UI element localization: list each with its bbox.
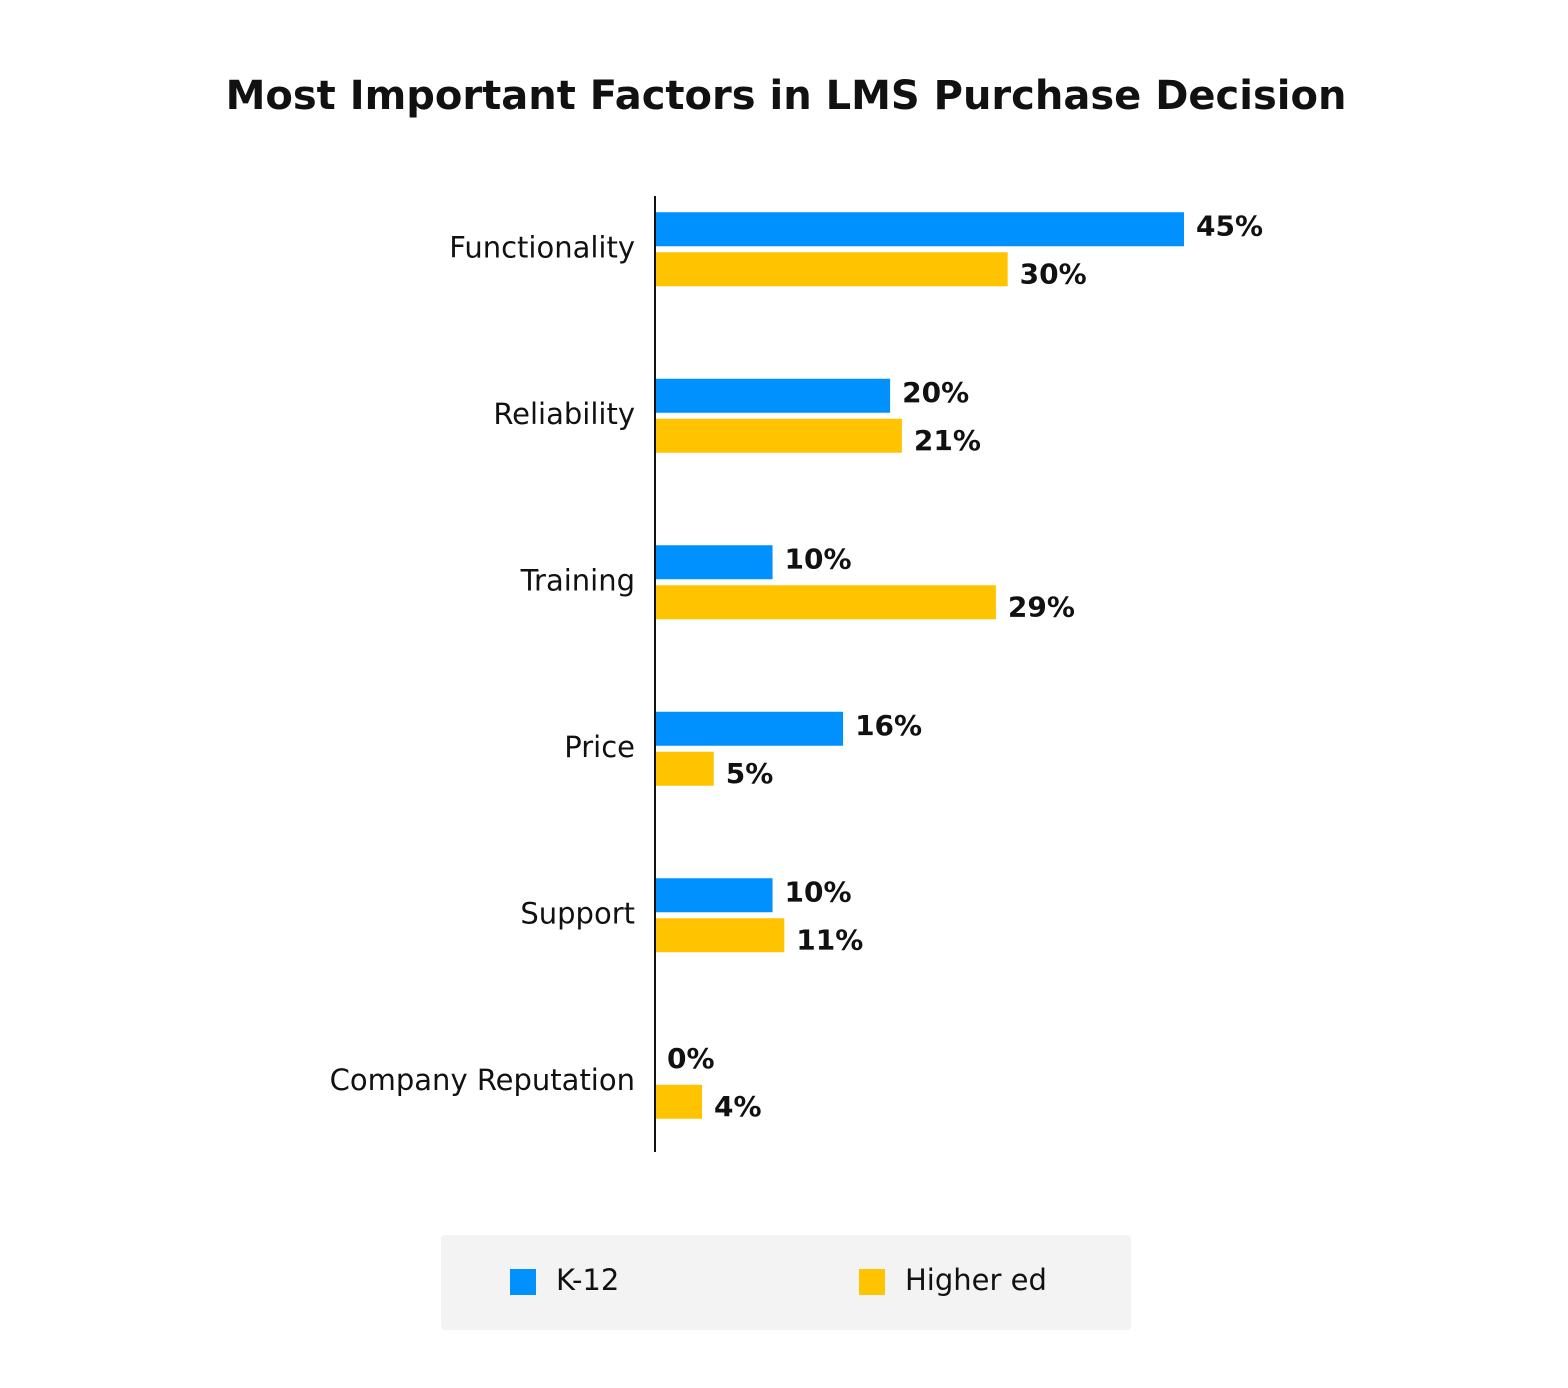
value-label: 30% (1020, 257, 1087, 290)
y-tick-label: Company Reputation (330, 1063, 635, 1097)
bar (656, 378, 891, 413)
bar (656, 545, 773, 580)
legend-label: K-12 (556, 1263, 619, 1297)
value-label: 20% (902, 376, 969, 409)
bar (656, 212, 1184, 247)
value-label: 10% (785, 875, 852, 908)
value-label: 5% (726, 757, 774, 790)
value-label: 4% (714, 1090, 762, 1123)
value-label: 29% (1008, 590, 1075, 623)
legend-label: Higher ed (905, 1263, 1047, 1297)
y-tick-label: Functionality (449, 230, 635, 264)
legend-swatch (510, 1269, 536, 1295)
chart-title: Most Important Factors in LMS Purchase D… (226, 73, 1347, 119)
value-label: 0% (667, 1042, 715, 1075)
bar (656, 751, 714, 786)
y-tick-label: Price (564, 730, 635, 764)
legend-swatch (859, 1269, 885, 1295)
bar (656, 711, 844, 746)
bar (656, 585, 996, 620)
y-tick-label: Training (520, 563, 635, 597)
value-label: 21% (914, 424, 981, 457)
value-label: 16% (855, 709, 922, 742)
y-tick-label: Reliability (493, 397, 635, 431)
value-label: 10% (785, 542, 852, 575)
value-label: 45% (1196, 209, 1263, 242)
bar (656, 878, 773, 913)
value-label: 11% (796, 923, 863, 956)
bar (656, 1084, 703, 1119)
bar (656, 418, 902, 453)
legend-box (441, 1235, 1131, 1330)
bar (656, 252, 1008, 287)
bar (656, 918, 785, 953)
y-tick-label: Support (520, 896, 635, 930)
